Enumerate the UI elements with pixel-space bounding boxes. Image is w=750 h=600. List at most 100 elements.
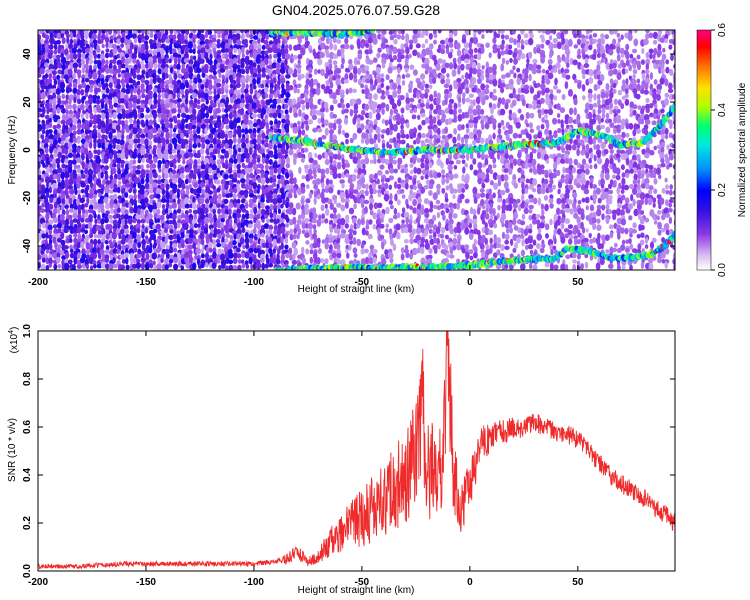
spectrogram-cell [188, 59, 194, 65]
spectrogram-cell [285, 142, 289, 151]
spectrogram-cell [313, 172, 317, 180]
spectrogram-cell [364, 137, 370, 145]
spectrogram-cell [77, 208, 82, 216]
spectrogram-cell [373, 202, 379, 209]
spectrogram-cell [177, 219, 182, 225]
spectrogram-cell [287, 67, 293, 75]
spectrogram-cell [253, 223, 257, 229]
spectrogram-cell [329, 81, 334, 89]
spectrogram-cell [197, 49, 201, 55]
spectrogram-cell [476, 52, 482, 61]
spectrogram-cell [177, 252, 181, 260]
spectrogram-cell [332, 172, 338, 180]
spectrogram-cell [120, 239, 126, 245]
spectrogram-cell [124, 219, 128, 225]
spectrogram-cell [304, 232, 310, 238]
spectrogram-cell [527, 163, 533, 168]
spectrogram-cell [456, 49, 462, 57]
spectrogram-cell [127, 172, 133, 178]
spectrogram-cell [213, 243, 217, 249]
spectrogram-cell [285, 252, 290, 259]
spectrogram-cell [390, 238, 394, 246]
spectrogram-cell [531, 158, 537, 167]
spectrogram-cell [480, 73, 485, 81]
spectrogram-cell [41, 43, 46, 51]
spectrogram-cell [61, 107, 66, 114]
spectrogram-cell [463, 78, 469, 86]
spectrogram-cell [540, 108, 545, 116]
spectrogram-cell [213, 188, 218, 195]
spectrogram-cell [45, 212, 50, 221]
spectrogram-cell [317, 248, 322, 254]
spectrogram-cell [205, 98, 209, 105]
spectrogram-cell [449, 186, 455, 195]
spectrogram-cell [380, 42, 386, 50]
spectrogram-cell [449, 62, 454, 70]
spectrogram-cell [80, 241, 85, 249]
spectrogram-cell [513, 93, 517, 99]
spectrogram-cell [152, 228, 158, 234]
spectrogram-cell [191, 92, 197, 99]
spectrogram-cell [499, 50, 506, 56]
spectrogram-cell [232, 265, 238, 270]
spectrogram-cell [344, 132, 350, 139]
spectrogram-cell [141, 202, 147, 210]
spectrogram-cell [537, 131, 543, 139]
spectrogram-cell [324, 127, 329, 136]
spectrogram-cell [144, 30, 150, 36]
spectrogram-cell [512, 132, 519, 139]
spectrogram-cell [48, 238, 53, 246]
spectrogram-cell [204, 173, 210, 181]
spectrogram-cell [437, 127, 441, 136]
spectrogram-cell [460, 63, 465, 71]
spectrogram-cell [65, 94, 70, 101]
spectrogram-cell [76, 138, 81, 144]
spectrogram-cell [497, 197, 503, 203]
spectrogram-cell [80, 89, 85, 96]
spectrogram-cell [241, 227, 246, 234]
spectrogram-cell [232, 84, 237, 91]
spectrogram-cell [181, 107, 185, 115]
spectrogram-cell [137, 192, 142, 201]
spectrogram-cell [396, 232, 401, 240]
spectrogram-cell [52, 224, 58, 229]
spectrogram-cell [88, 72, 93, 80]
spectrogram-cell [450, 48, 454, 54]
spectrogram-cell [180, 132, 185, 140]
spectrogram-cell [261, 262, 266, 270]
spectrogram-cell [528, 262, 533, 270]
spectrogram-cell [261, 156, 266, 165]
spectrogram-cell [105, 245, 110, 251]
spectrogram-cell [509, 253, 514, 259]
spectrogram-cell [68, 98, 72, 105]
spectrogram-cell [113, 96, 117, 105]
spectrogram-cell [133, 138, 139, 144]
spectrogram-cell [281, 118, 287, 124]
spectrogram-cell [412, 247, 418, 256]
spectrogram-cell [72, 130, 77, 136]
spectrogram-cell [297, 54, 303, 60]
spectrogram-cell [112, 163, 117, 168]
spectrogram-cell [520, 39, 524, 46]
spectrogram-cell [473, 196, 478, 204]
spectrogram-cell [248, 98, 254, 105]
spectrogram-cell [197, 142, 201, 148]
spectrogram-cell [261, 79, 267, 85]
spectrogram-cell [367, 92, 373, 101]
spectrogram-cell [379, 212, 385, 220]
spectrogram-cell [444, 98, 448, 106]
spectrogram-cell [365, 219, 370, 227]
spectrogram-cell [284, 64, 290, 71]
spectrogram-cell [38, 262, 41, 269]
spectrogram-cell [427, 125, 433, 130]
spectrogram-cell [265, 242, 270, 249]
spectrogram-cell [412, 69, 418, 76]
spectrogram-cell [176, 69, 180, 75]
spectrogram-cell [536, 103, 542, 109]
spectrogram-cell [432, 77, 437, 84]
spectrogram-cell [272, 174, 277, 180]
spectrogram-cell [429, 103, 434, 111]
spectrogram-cell [133, 247, 138, 253]
spectrogram-cell [419, 242, 425, 249]
